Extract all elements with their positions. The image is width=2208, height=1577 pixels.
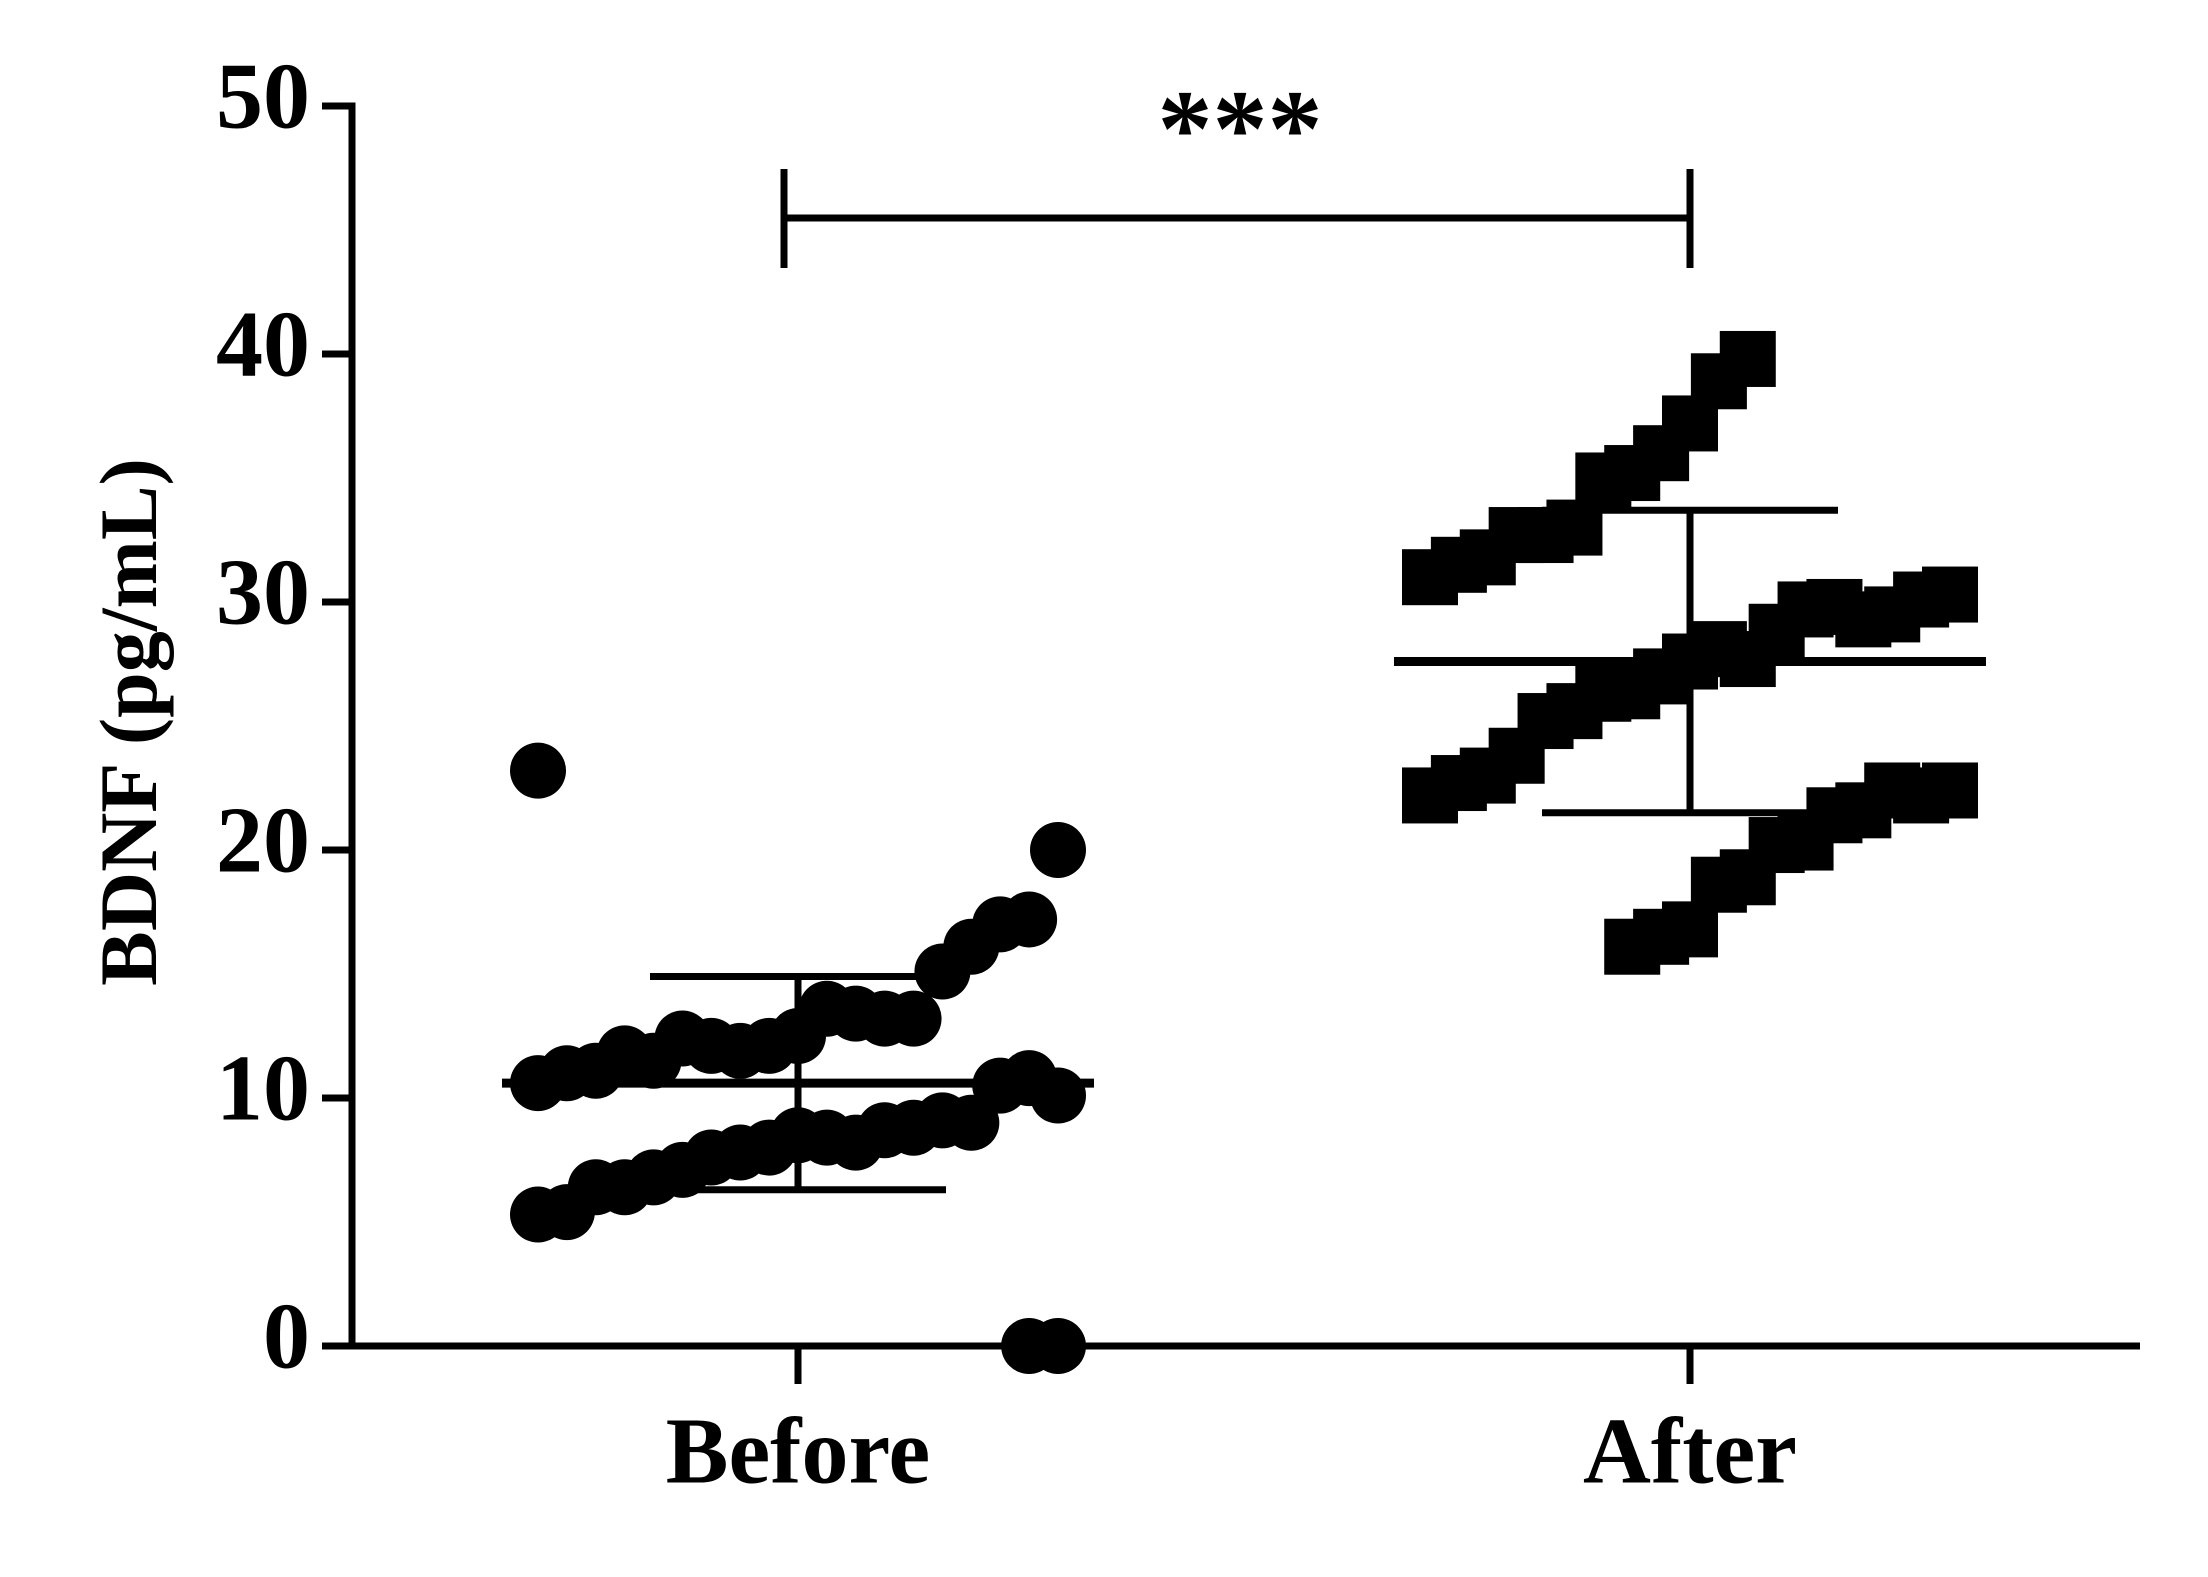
y-tick-label: 50 <box>216 45 310 149</box>
data-point <box>914 943 971 1000</box>
data-point <box>1030 822 1086 878</box>
data-point <box>1001 1318 1058 1374</box>
data-point <box>510 742 566 799</box>
y-tick-label: 40 <box>216 293 310 397</box>
significance-label: *** <box>1158 67 1323 189</box>
y-tick-label: 0 <box>263 1285 310 1389</box>
data-point <box>1402 767 1458 824</box>
y-tick-label: 30 <box>216 541 310 645</box>
x-tick-label: Before <box>666 1400 930 1504</box>
data-point <box>1402 549 1458 606</box>
y-axis-label: BDNF (pg/mL) <box>83 458 174 986</box>
y-tick-label: 20 <box>216 789 310 893</box>
x-tick-label: After <box>1583 1400 1797 1504</box>
data-point <box>1575 452 1632 509</box>
data-point <box>510 1186 566 1243</box>
data-point <box>1604 918 1661 975</box>
y-tick-label: 10 <box>216 1037 310 1141</box>
